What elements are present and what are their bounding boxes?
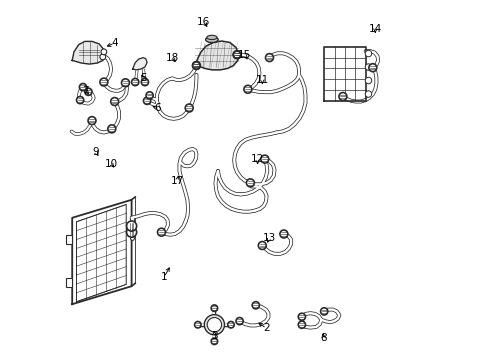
Bar <box>66 235 72 244</box>
Circle shape <box>76 96 84 104</box>
Circle shape <box>126 221 137 231</box>
Circle shape <box>204 315 224 335</box>
Circle shape <box>101 49 107 55</box>
Text: 10: 10 <box>104 159 118 169</box>
Circle shape <box>211 305 218 311</box>
Circle shape <box>365 64 372 70</box>
Circle shape <box>228 321 234 328</box>
Circle shape <box>132 78 139 86</box>
Circle shape <box>185 104 193 112</box>
Circle shape <box>320 308 328 315</box>
Text: 6: 6 <box>154 103 160 113</box>
Circle shape <box>111 98 119 105</box>
Text: 8: 8 <box>320 333 327 343</box>
Text: 15: 15 <box>238 50 251 60</box>
Text: 11: 11 <box>256 75 269 85</box>
Circle shape <box>157 228 166 236</box>
Text: 17: 17 <box>171 176 184 186</box>
Ellipse shape <box>206 37 218 42</box>
Circle shape <box>207 318 221 332</box>
Polygon shape <box>72 200 132 304</box>
Circle shape <box>298 321 305 328</box>
Text: 7: 7 <box>83 86 89 96</box>
Circle shape <box>193 62 200 69</box>
Circle shape <box>88 117 96 125</box>
Circle shape <box>141 78 148 86</box>
Circle shape <box>258 242 266 249</box>
Circle shape <box>122 79 129 87</box>
Circle shape <box>365 50 372 57</box>
Circle shape <box>246 179 254 187</box>
Circle shape <box>85 88 92 95</box>
Circle shape <box>195 321 201 328</box>
Circle shape <box>144 97 151 104</box>
Ellipse shape <box>207 35 217 40</box>
Bar <box>66 278 72 287</box>
Polygon shape <box>195 41 239 70</box>
Circle shape <box>193 62 200 69</box>
Polygon shape <box>72 41 105 64</box>
Circle shape <box>339 93 347 100</box>
Text: 16: 16 <box>197 17 210 27</box>
Circle shape <box>211 338 218 345</box>
Circle shape <box>108 125 116 133</box>
Text: 5: 5 <box>140 73 147 84</box>
Circle shape <box>126 227 137 237</box>
Circle shape <box>244 85 252 93</box>
Circle shape <box>266 54 273 62</box>
Circle shape <box>261 155 269 163</box>
Text: 13: 13 <box>263 233 276 243</box>
Circle shape <box>100 78 108 86</box>
Polygon shape <box>324 47 366 101</box>
Text: 9: 9 <box>92 147 99 157</box>
Text: 2: 2 <box>263 323 270 333</box>
Circle shape <box>236 318 243 325</box>
Circle shape <box>252 302 259 309</box>
Text: 4: 4 <box>111 38 118 48</box>
Text: 12: 12 <box>251 154 264 164</box>
Circle shape <box>233 51 241 58</box>
Circle shape <box>100 54 106 60</box>
Text: 1: 1 <box>161 272 167 282</box>
Text: 18: 18 <box>166 53 179 63</box>
Circle shape <box>298 313 305 320</box>
Circle shape <box>369 64 377 72</box>
Circle shape <box>233 51 241 59</box>
Circle shape <box>146 92 153 99</box>
Text: 14: 14 <box>368 24 382 34</box>
Circle shape <box>365 77 372 84</box>
Text: 3: 3 <box>211 330 218 341</box>
Circle shape <box>79 84 87 91</box>
Polygon shape <box>133 58 147 70</box>
Circle shape <box>365 91 372 97</box>
Circle shape <box>280 230 288 238</box>
